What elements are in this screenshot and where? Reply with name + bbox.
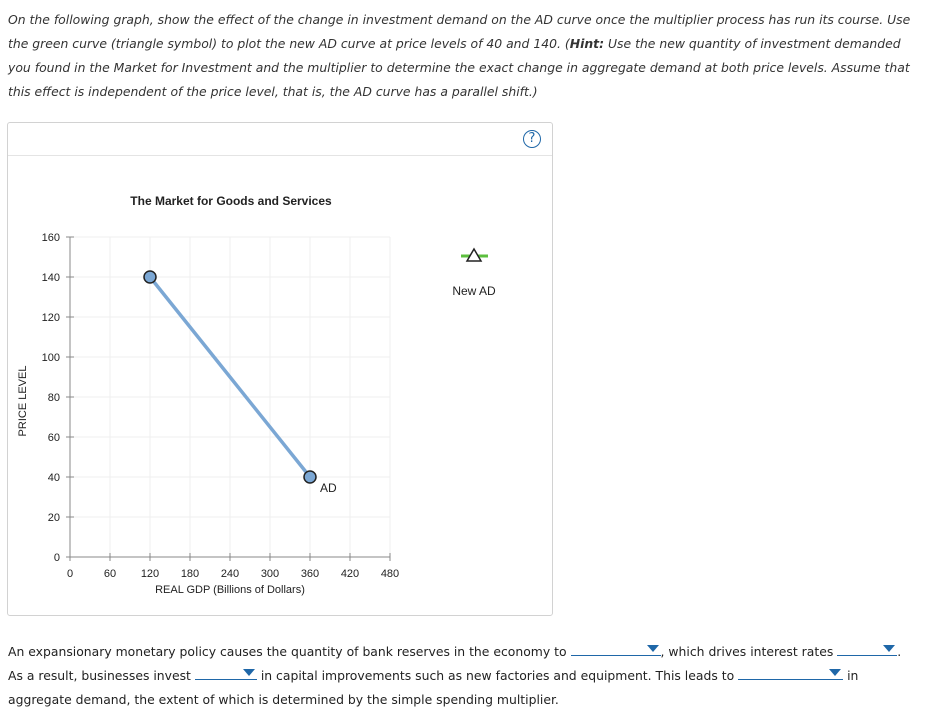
x-tick-label: 480 <box>381 568 399 580</box>
y-tick-label: 60 <box>48 432 60 444</box>
ad-label: AD <box>320 481 337 495</box>
grid <box>70 236 391 557</box>
x-tick-label: 60 <box>104 568 116 580</box>
triangle-icon[interactable] <box>465 247 483 262</box>
chart[interactable]: The Market for Goods and Services 0 20 40 6… <box>8 123 552 615</box>
instructions-part2: Use the new quantity of investment deman… <box>8 36 910 99</box>
graph-panel: ? The Market for Goods and Services 0 20 4… <box>7 122 553 616</box>
x-tick-label: 240 <box>221 568 239 580</box>
y-tick-label: 100 <box>42 352 60 364</box>
reserves-dropdown[interactable] <box>570 640 661 656</box>
y-tick-label: 20 <box>48 512 60 524</box>
x-tick-label: 0 <box>67 568 73 580</box>
instructions-part1: On the following graph, show the effect … <box>8 12 911 51</box>
y-tick-label: 140 <box>42 272 60 284</box>
tick-labels: 0 20 40 60 80 100 120 140 160 0 60 120 180 240 300 360 4… <box>42 232 400 580</box>
y-tick-label: 160 <box>42 232 60 244</box>
hint-label: Hint: <box>569 36 605 51</box>
ad-point[interactable] <box>143 270 157 284</box>
axes <box>66 236 391 561</box>
x-tick-label: 180 <box>181 568 199 580</box>
x-tick-label: 360 <box>301 568 319 580</box>
chevron-down-icon <box>646 645 659 652</box>
question-icon[interactable]: ? <box>523 130 541 148</box>
x-tick-label: 300 <box>261 568 279 580</box>
new-ad-label: New AD <box>452 284 496 298</box>
question-text3: . As a result, businesses invest <box>8 644 902 683</box>
ad-point[interactable] <box>303 470 317 484</box>
series-layer[interactable]: AD <box>143 270 337 495</box>
y-tick-label: 0 <box>54 552 60 564</box>
invest-dropdown[interactable] <box>194 664 257 680</box>
chevron-down-icon <box>829 669 842 676</box>
interest-dropdown[interactable] <box>837 640 898 656</box>
ad-change-dropdown[interactable] <box>738 664 844 680</box>
chevron-down-icon <box>242 669 255 676</box>
panel-header: ? <box>8 123 552 156</box>
y-axis-label: PRICE LEVEL <box>17 366 29 437</box>
question-text4: in capital improvements such as new fact… <box>260 668 735 683</box>
ad-curve[interactable] <box>148 275 312 479</box>
question-text: An expansionary monetary policy causes t… <box>8 640 920 712</box>
y-tick-label: 40 <box>48 472 60 484</box>
y-tick-label: 80 <box>48 392 60 404</box>
y-tick-label: 120 <box>42 312 60 324</box>
x-tick-label: 120 <box>141 568 159 580</box>
chevron-down-icon <box>883 645 896 652</box>
x-axis-label: REAL GDP (Billions of Dollars) <box>155 584 305 596</box>
new-ad-tool[interactable]: New AD <box>452 247 496 298</box>
question-text2: , which drives interest rates <box>660 644 834 659</box>
question-text1: An expansionary monetary policy causes t… <box>8 644 567 659</box>
chart-title: The Market for Goods and Services <box>130 194 332 208</box>
question-text5: in aggregate demand, the extent of which… <box>8 668 859 707</box>
instructions: On the following graph, show the effect … <box>8 8 920 104</box>
x-tick-label: 420 <box>341 568 359 580</box>
